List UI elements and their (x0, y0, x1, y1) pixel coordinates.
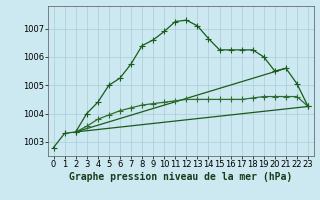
X-axis label: Graphe pression niveau de la mer (hPa): Graphe pression niveau de la mer (hPa) (69, 172, 292, 182)
